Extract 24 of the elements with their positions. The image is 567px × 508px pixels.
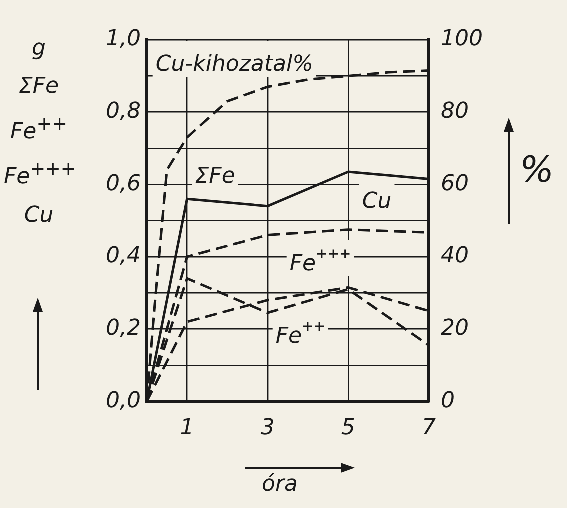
- y2-tick-label: 60: [441, 171, 470, 196]
- series-label: Fe+++: [290, 246, 352, 276]
- x-axis-title: óra: [261, 472, 299, 497]
- x-tick-label: 7: [422, 416, 436, 441]
- series-label: Fe++: [276, 319, 326, 350]
- series-label: Cu: [362, 188, 392, 214]
- x-tick-label: 5: [341, 416, 356, 441]
- y-tick-label: 0,4: [106, 244, 141, 269]
- y-tick-label: 0,8: [106, 99, 141, 124]
- y-tick-label: 0,6: [106, 171, 141, 196]
- y2-axis-title: %: [518, 150, 556, 191]
- y-tick-label: 1,0: [106, 26, 141, 52]
- series-label: ΣFe: [195, 164, 236, 190]
- y2-tick-label: 20: [441, 316, 470, 341]
- x-tick-label: 1: [180, 416, 194, 441]
- y2-tick-label: 0: [441, 388, 456, 414]
- text: g ΣFe Fe$^{++}$ Fe$^{+++}$ Cu: [4, 36, 76, 228]
- y2-tick-label: 80: [441, 99, 470, 124]
- y2-tick-label: 40: [441, 244, 470, 269]
- x-tick-label: 3: [260, 416, 275, 441]
- y2-tick-label: 100: [441, 26, 484, 52]
- y-tick-label: 0,2: [106, 316, 141, 341]
- y-tick-label: 0,0: [106, 388, 141, 414]
- series-label: Cu-kihozatal%: [156, 52, 314, 78]
